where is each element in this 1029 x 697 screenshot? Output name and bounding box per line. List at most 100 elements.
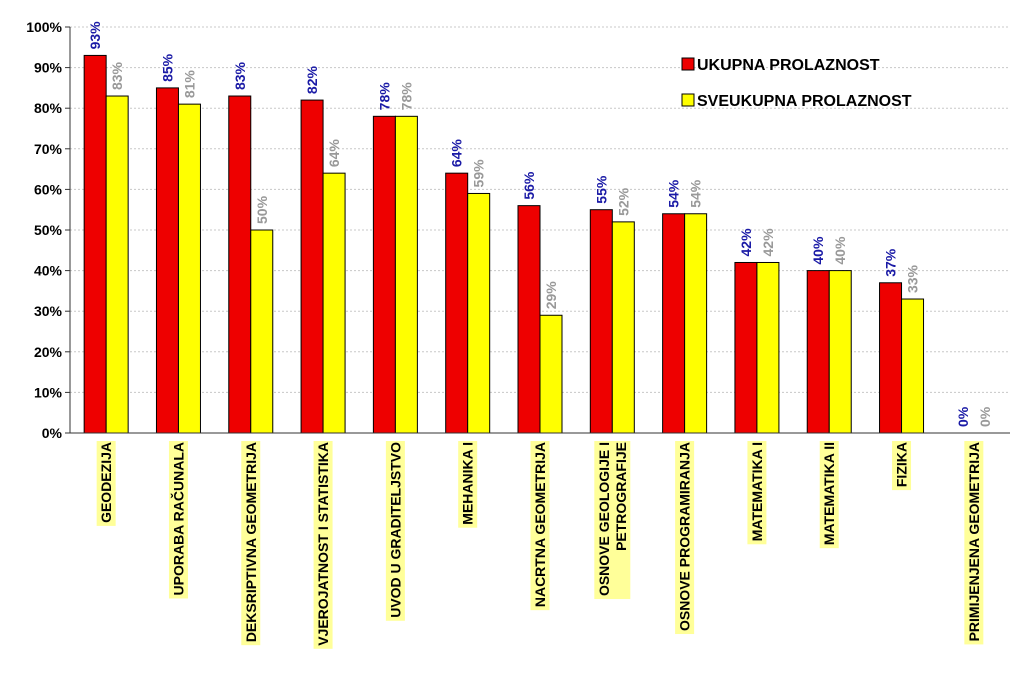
data-label: 0% <box>977 406 993 427</box>
category-label-highlight <box>819 441 839 549</box>
category-label-highlight <box>892 441 912 491</box>
legend-label: UKUPNA PROLAZNOST <box>697 57 880 74</box>
bar <box>734 261 758 434</box>
y-tick-label: 10% <box>34 384 63 400</box>
category-label-text: DEKSRIPTIVNA GEOMETRIJA <box>243 442 259 642</box>
y-tick-label: 30% <box>34 303 63 319</box>
data-label: 33% <box>905 264 921 293</box>
category-label-text: UPORABA RAČUNALA <box>169 442 186 595</box>
category-label: NACRTNA GEOMETRIJA <box>530 441 550 611</box>
category-label-highlight <box>594 441 631 600</box>
bar <box>756 261 780 434</box>
y-tick-label: 60% <box>34 181 63 197</box>
bar <box>589 209 613 434</box>
legend: UKUPNA PROLAZNOST SVEUKUPNA PROLAZNOST <box>681 57 912 110</box>
category-label-text: PRIMIJENJENA GEOMETRIJA <box>966 442 982 641</box>
data-label: 29% <box>543 281 559 310</box>
y-tick-label: 50% <box>34 222 63 238</box>
y-tick-label: 20% <box>34 344 63 360</box>
category-label: VJEROJATNOST I STATISTIKA <box>313 441 333 649</box>
data-label: 54% <box>666 179 682 208</box>
bar <box>539 314 563 434</box>
bar <box>394 115 418 434</box>
bars <box>83 54 925 434</box>
data-label: 56% <box>521 171 537 200</box>
y-tick-label: 0% <box>42 425 63 441</box>
category-label-text: MATEMATIKA II <box>821 442 837 545</box>
bar <box>83 54 107 434</box>
category-label: MATEMATIKA II <box>819 441 839 549</box>
category-label-text: VJEROJATNOST I STATISTIKA <box>315 442 331 646</box>
bar <box>155 87 179 434</box>
y-axis: 0% 10% 20% 30% 40% 50% 60% 70% 80% 90% 100% <box>26 19 71 441</box>
bar <box>228 95 252 434</box>
legend-swatch <box>681 93 695 107</box>
bar <box>105 95 129 434</box>
data-label: 78% <box>398 82 414 111</box>
bar <box>177 103 201 434</box>
legend-label: SVEUKUPNA PROLAZNOST <box>697 93 912 110</box>
bar <box>467 192 491 434</box>
bar <box>445 172 469 434</box>
data-label: 40% <box>810 236 826 265</box>
y-tick-label: 90% <box>34 60 63 76</box>
category-label: MEHANIKA I <box>458 441 478 528</box>
bar <box>684 213 708 434</box>
category-label-text: OSNOVE PROGRAMIRANJA <box>677 442 693 631</box>
category-label: DEKSRIPTIVNA GEOMETRIJA <box>241 441 261 646</box>
category-label: FIZIKA <box>892 441 912 491</box>
category-label-text: NACRTNA GEOMETRIJA <box>532 442 548 607</box>
category-label-highlight <box>241 441 261 646</box>
data-label: 83% <box>109 61 125 90</box>
category-label: GEODEZIJA <box>96 441 116 526</box>
category-label-text: PETROGRAFIJE <box>613 442 629 551</box>
category-label: OSNOVE PROGRAMIRANJA <box>675 441 695 635</box>
data-label: 37% <box>883 248 899 277</box>
data-label: 40% <box>832 236 848 265</box>
data-label: 83% <box>232 61 248 90</box>
data-label: 52% <box>615 187 631 216</box>
category-label-highlight <box>168 441 188 599</box>
category-label-text: GEODEZIJA <box>98 442 114 523</box>
y-tick-label: 80% <box>34 100 63 116</box>
category-label-text: MATEMATIKA I <box>749 442 765 541</box>
category-label-highlight <box>385 441 405 621</box>
category-label-text: UVOD U GRADITELJSTVO <box>387 442 403 618</box>
bar <box>250 229 274 434</box>
data-label: 64% <box>449 139 465 168</box>
data-label: 55% <box>593 175 609 204</box>
bar <box>901 298 925 434</box>
legend-item: UKUPNA PROLAZNOST <box>681 57 880 74</box>
category-label: UPORABA RAČUNALA <box>168 441 188 599</box>
data-label: 59% <box>471 159 487 188</box>
bar <box>806 270 830 434</box>
category-label-text: MEHANIKA I <box>460 442 476 525</box>
y-tick-label: 100% <box>26 19 62 35</box>
category-label: OSNOVE GEOLOGIJE I PETROGRAFIJE <box>594 441 631 600</box>
y-tick-label: 40% <box>34 263 63 279</box>
category-label-highlight <box>530 441 550 611</box>
category-label-text: OSNOVE GEOLOGIJE I <box>596 442 612 596</box>
data-label: 82% <box>304 66 320 95</box>
x-axis: GEODEZIJA UPORABA RAČUNALA DEKSRIPTIVNA GE… <box>70 432 1010 649</box>
bar <box>828 270 852 434</box>
data-label: 78% <box>376 82 392 111</box>
category-label: PRIMIJENJENA GEOMETRIJA <box>964 441 984 645</box>
category-label-highlight <box>458 441 478 528</box>
bar <box>611 221 635 434</box>
category-label-highlight <box>964 441 984 645</box>
bar <box>300 99 324 434</box>
data-label: 0% <box>955 406 971 427</box>
category-label-highlight <box>747 441 767 545</box>
bar <box>879 282 903 434</box>
data-label: 42% <box>738 228 754 257</box>
data-label: 54% <box>688 179 704 208</box>
data-label: 93% <box>87 21 103 50</box>
data-labels: 93% 85% 83% 82% 78% 64% 56% 55% 54% 42% 40% 37% 0% 83… <box>87 21 993 427</box>
bar <box>322 172 346 434</box>
legend-swatch <box>681 57 695 71</box>
data-label: 81% <box>181 70 197 99</box>
category-label-highlight <box>313 441 333 649</box>
category-label-highlight <box>675 441 695 635</box>
